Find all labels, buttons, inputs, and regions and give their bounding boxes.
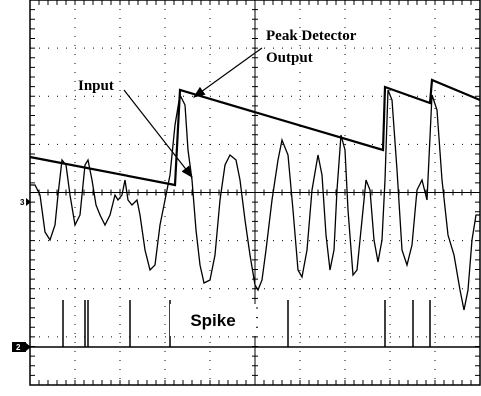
input-label: Input: [78, 78, 114, 94]
peak-detector-label: Output: [266, 50, 313, 66]
channel-marker: 3: [20, 198, 25, 207]
channel-marker: 2: [16, 343, 21, 352]
peak-detector-label: Peak Detector: [266, 28, 357, 44]
oscilloscope-screen: Spike Peak Detector Output Input 3 2: [0, 0, 481, 396]
spike-label: Spike: [190, 311, 235, 330]
